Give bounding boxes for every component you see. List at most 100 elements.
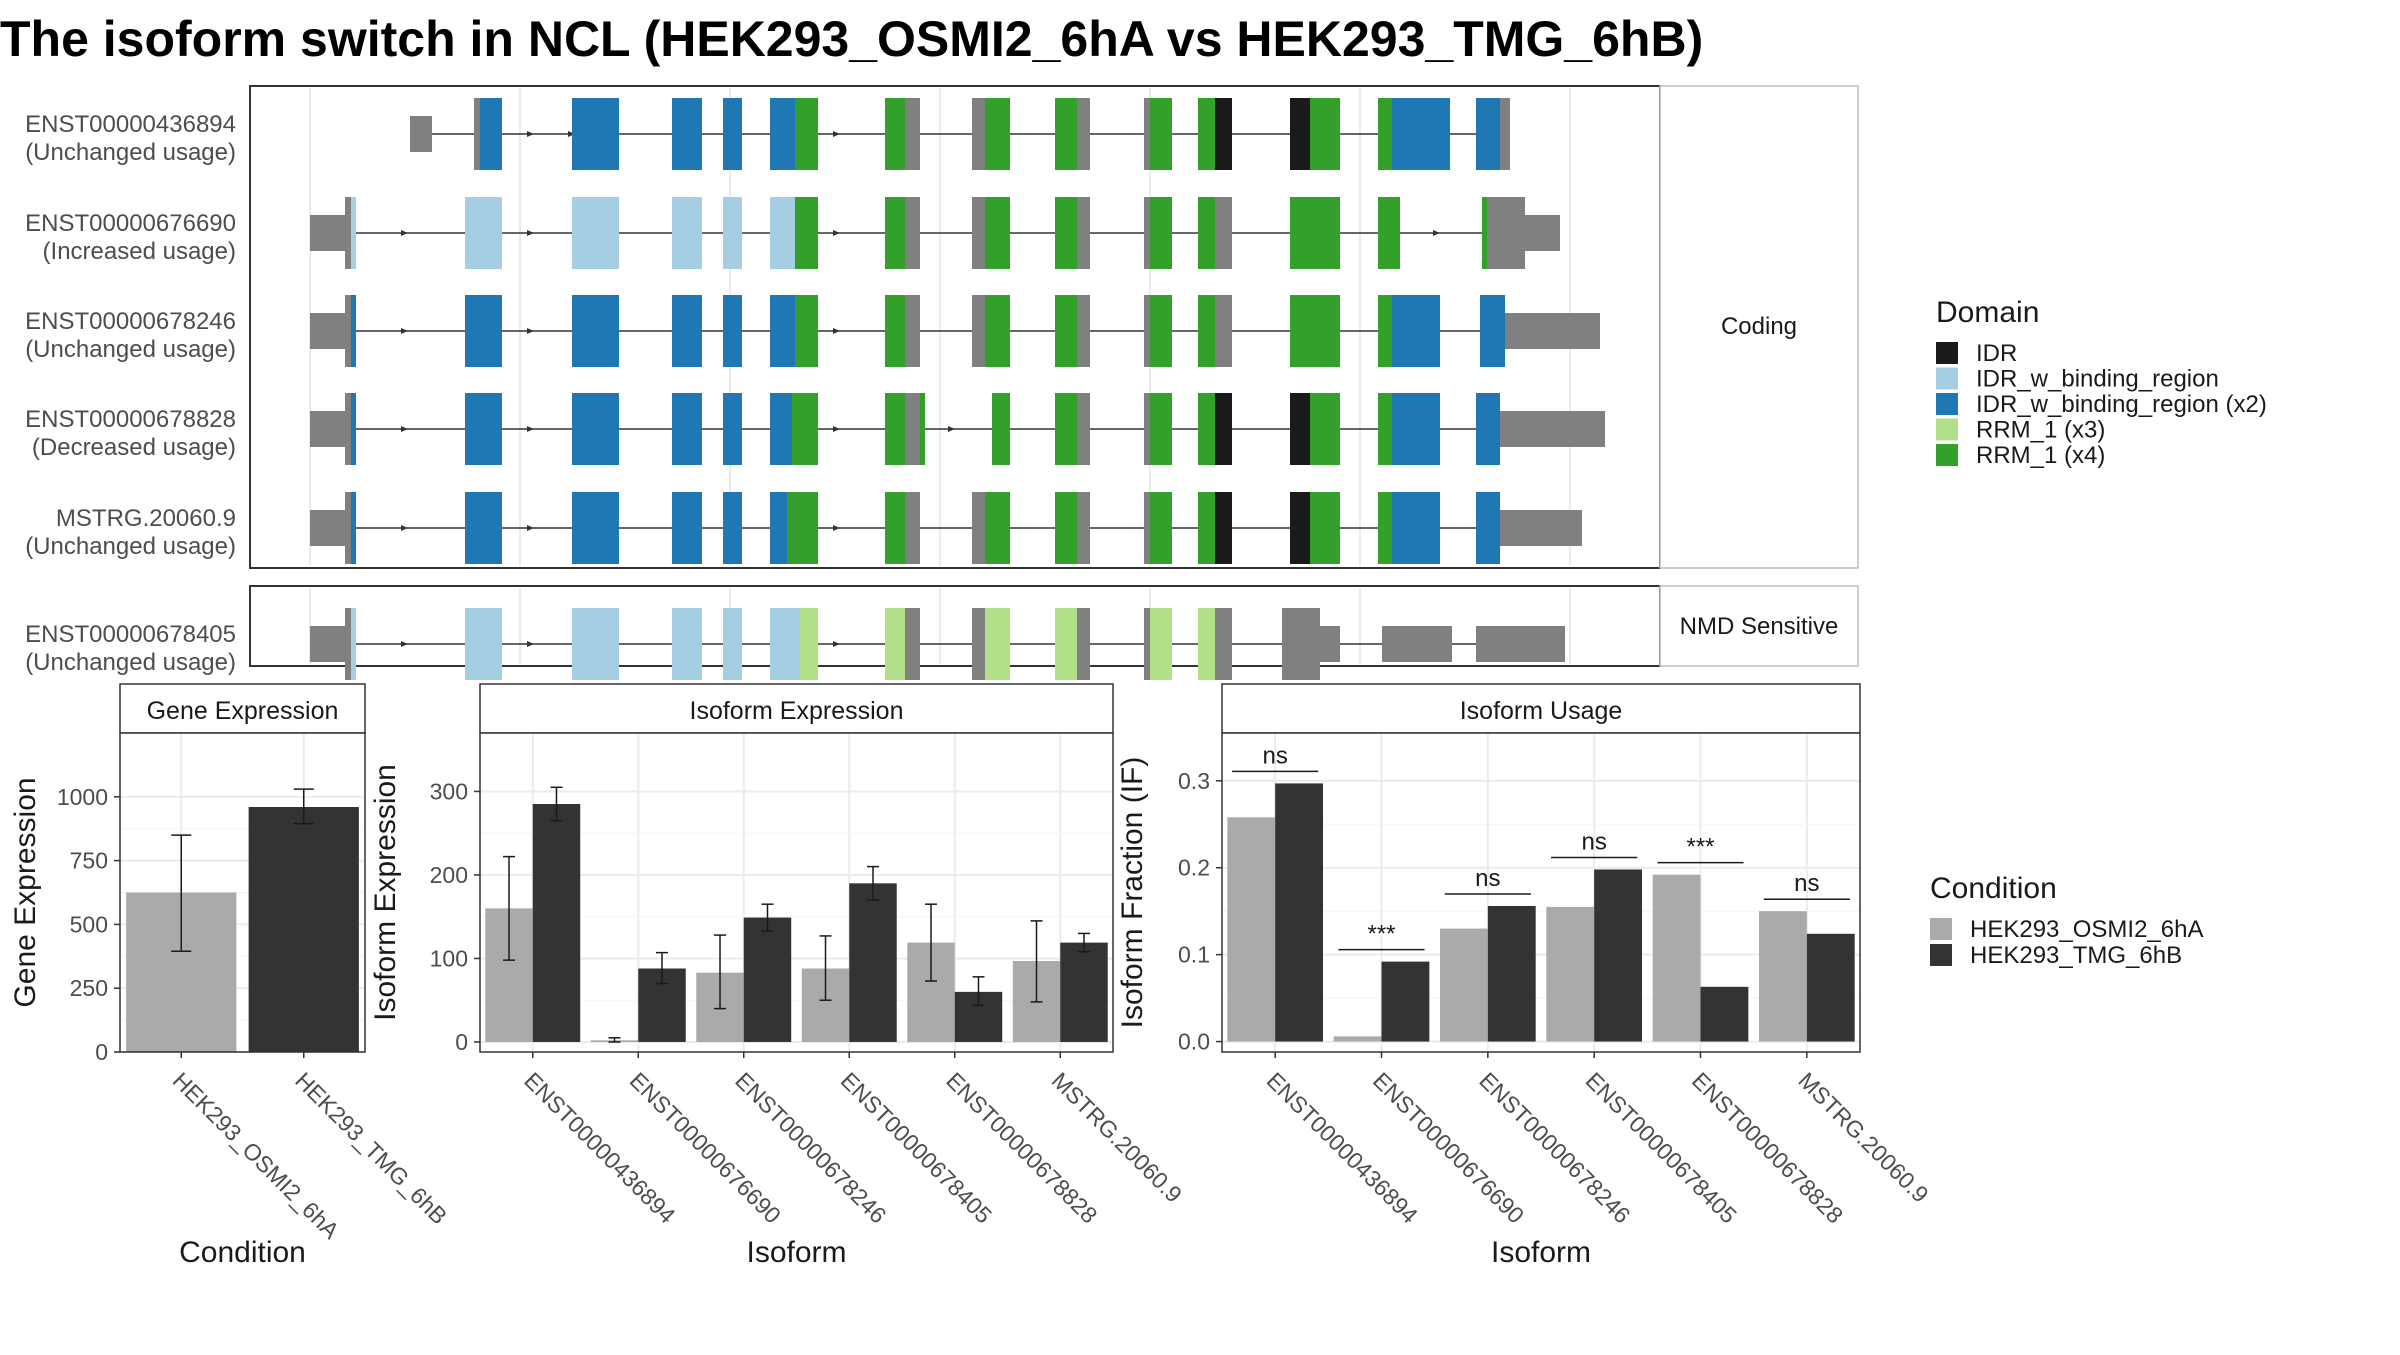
exon-block [1144, 295, 1150, 367]
y-tick-label: 0.3 [1178, 768, 1210, 794]
exon-block [795, 98, 818, 170]
exon-block [1378, 492, 1392, 564]
significance-label: *** [1367, 921, 1395, 948]
exon-block [1500, 98, 1510, 170]
exon-block [345, 608, 351, 680]
exon-block [1487, 197, 1525, 269]
exon-block [672, 393, 702, 465]
exon-block [310, 626, 345, 662]
exon-block [1290, 295, 1340, 367]
exon-block [1290, 393, 1310, 465]
exon-block [1290, 492, 1310, 564]
exon-block [723, 393, 742, 465]
exon-block [1500, 510, 1582, 546]
exon-block [1480, 295, 1505, 367]
exon-block [1150, 608, 1172, 680]
exon-block [1215, 295, 1232, 367]
exon-block [672, 295, 702, 367]
bar [1700, 986, 1749, 1042]
y-tick-label: 200 [430, 862, 468, 888]
exon-block [1198, 393, 1215, 465]
coding-strip [1659, 85, 1859, 569]
significance-label: ns [1475, 865, 1500, 892]
exon-block [985, 608, 1010, 680]
transcript-row [310, 492, 1582, 564]
exon-block [1392, 393, 1440, 465]
exon-block [1150, 98, 1172, 170]
y-tick-label: 0 [95, 1039, 108, 1065]
strand-arrow-icon [527, 426, 534, 432]
exon-block [351, 608, 356, 680]
significance-label: *** [1686, 834, 1714, 861]
exon-block [1150, 295, 1172, 367]
exon-block [1144, 98, 1150, 170]
exon-block [1378, 295, 1392, 367]
strand-arrow-icon [527, 131, 534, 137]
figure-title: The isoform switch in NCL (HEK293_OSMI2_… [0, 11, 1703, 67]
bar [1758, 911, 1807, 1042]
bar [1333, 1036, 1382, 1042]
exon-block [1215, 98, 1232, 170]
exon-block [1282, 608, 1320, 680]
bar [1652, 874, 1701, 1042]
exon-block [345, 492, 351, 564]
exon-block [572, 98, 619, 170]
exon-block [572, 393, 619, 465]
transcript-row [310, 393, 1605, 465]
chart-strip [119, 683, 366, 734]
significance-label: ns [1581, 828, 1606, 855]
y-tick-label: 250 [70, 975, 108, 1001]
exon-block [905, 197, 920, 269]
exon-block [795, 295, 818, 367]
bar [849, 883, 897, 1042]
significance-label: ns [1794, 870, 1819, 897]
exon-block [480, 98, 502, 170]
exon-block [1378, 197, 1400, 269]
exon-block [1476, 98, 1500, 170]
exon-block [770, 98, 795, 170]
exon-block [1055, 295, 1077, 367]
bar [1806, 933, 1855, 1042]
exon-block [885, 197, 905, 269]
domain-legend-swatch [1936, 342, 1958, 364]
bar [248, 807, 359, 1052]
strand-arrow-icon [833, 641, 840, 647]
chart-title: Isoform Usage [1460, 697, 1623, 725]
domain-legend-label: RRM_1 (x4) [1976, 442, 2105, 469]
exon-block [1198, 98, 1215, 170]
exon-block [723, 98, 742, 170]
y-tick-label: 300 [430, 778, 468, 804]
exon-block [885, 492, 905, 564]
exon-block [410, 116, 432, 152]
transcript-usage-label: (Increased usage) [43, 238, 236, 265]
exon-block [985, 197, 1010, 269]
exon-block [465, 608, 502, 680]
strand-arrow-icon [833, 525, 840, 531]
exon-block [1055, 98, 1077, 170]
domain-legend-label: RRM_1 (x3) [1976, 417, 2105, 444]
y-tick-label: 0 [455, 1029, 468, 1055]
exon-block [770, 393, 792, 465]
exon-block [972, 197, 985, 269]
exon-block [1310, 98, 1340, 170]
y-axis-title: Gene Expression [9, 777, 42, 1007]
y-tick-label: 0.1 [1178, 942, 1210, 968]
exon-block [1055, 492, 1077, 564]
bar [1439, 928, 1488, 1042]
exon-block [1198, 492, 1215, 564]
bar [743, 917, 792, 1042]
exon-block [465, 295, 502, 367]
exon-block [1310, 492, 1340, 564]
exon-block [1392, 98, 1450, 170]
transcript-row [310, 295, 1600, 367]
domain-legend-swatch [1936, 444, 1958, 466]
exon-block [474, 98, 480, 170]
exon-block [992, 393, 1010, 465]
strand-arrow-icon [527, 525, 534, 531]
coding-strip-label: Coding [1721, 313, 1797, 340]
exon-block [1476, 626, 1565, 662]
exon-block [1144, 492, 1150, 564]
exon-block [792, 393, 818, 465]
exon-block [1320, 626, 1340, 662]
exon-block [1150, 197, 1172, 269]
